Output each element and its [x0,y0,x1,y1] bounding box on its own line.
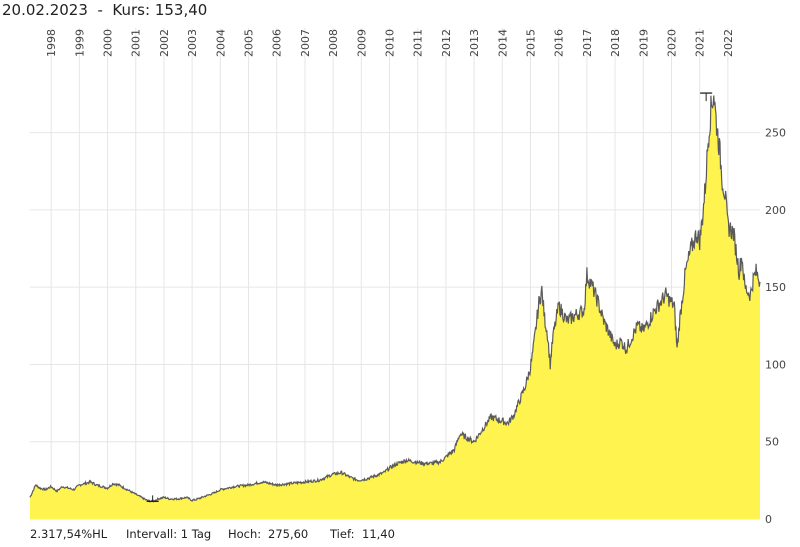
x-tick-label: 2010 [384,29,397,57]
y-axis-labels: 0 50 100 150 200 250 [765,127,786,526]
x-tick-label: 2015 [524,29,537,57]
price-area-fill [30,95,760,519]
y-tick-label: 0 [765,513,772,526]
low-label: Tief: [330,527,355,541]
header-price: 153,40 [154,1,208,19]
x-tick-label: 2019 [637,29,650,57]
high-label: Hoch: [228,527,262,541]
performance-value: 2.317,54%HL [30,527,108,541]
y-tick-label: 100 [765,358,786,371]
x-tick-label: 2021 [694,29,707,57]
y-tick-label: 50 [765,436,779,449]
price-chart: 1998 1999 2000 2001 2002 2003 2004 2005 2006 2007… [29,28,786,526]
chart-footer: 2.317,54%HL Intervall: 1 Tag Hoch: 275,6… [0,527,800,545]
x-tick-label: 2007 [299,29,312,57]
x-tick-label: 2001 [130,29,143,57]
grid-layer [30,28,760,520]
x-tick-label: 2016 [553,29,566,57]
x-tick-label: 2020 [665,29,678,57]
y-tick-label: 150 [765,281,786,294]
x-tick-label: 2014 [496,29,509,57]
x-tick-label: 2018 [609,29,622,57]
y-tick-label: 250 [765,127,786,140]
high-value: 275,60 [268,527,309,541]
x-tick-label: 2011 [412,29,425,57]
x-tick-label: 2012 [440,29,453,57]
y-tick-label: 200 [765,204,786,217]
x-tick-label: 2005 [243,29,256,57]
x-tick-label: 2008 [327,29,340,57]
marker-layer [146,92,713,503]
x-tick-label: 2006 [271,29,284,57]
x-tick-label: 2003 [186,29,199,57]
x-tick-label: 2002 [158,29,171,57]
x-tick-label: 2009 [355,29,368,57]
x-tick-label: 2013 [468,29,481,57]
header-separator: - [97,1,103,19]
area-layer [29,95,761,519]
low-value: 11,40 [362,527,395,541]
x-tick-label: 2004 [214,29,227,57]
interval-label: Intervall: 1 Tag [126,527,212,541]
x-axis-labels: 1998 1999 2000 2001 2002 2003 2004 2005 2006 2007… [45,29,735,57]
x-tick-label: 1999 [73,29,86,57]
x-tick-label: 2022 [722,29,735,57]
chart-header: 20.02.2023 - Kurs: 153,40 [2,1,207,19]
header-date: 20.02.2023 [2,1,88,19]
x-tick-label: 1998 [45,29,58,57]
x-tick-label: 2017 [581,29,594,57]
header-price-label: Kurs: [112,1,151,19]
x-tick-label: 2000 [102,29,115,57]
